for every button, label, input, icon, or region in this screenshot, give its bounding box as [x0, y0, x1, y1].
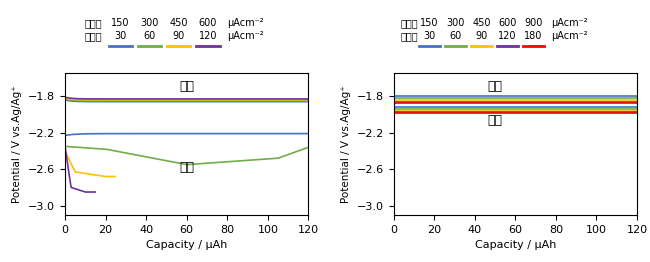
Text: μAcm⁻²: μAcm⁻²	[552, 18, 588, 28]
X-axis label: Capacity / μAh: Capacity / μAh	[146, 240, 228, 250]
Text: 充電: 充電	[488, 113, 502, 127]
Text: 600: 600	[498, 18, 517, 28]
Text: 300: 300	[140, 18, 159, 28]
Text: 180: 180	[524, 31, 543, 41]
Text: 120: 120	[199, 31, 217, 41]
Text: μAcm⁻²: μAcm⁻²	[552, 31, 588, 41]
Text: 30: 30	[423, 31, 436, 41]
Text: 放電: 放電	[179, 80, 194, 93]
Text: 450: 450	[170, 18, 188, 28]
Text: μAcm⁻²: μAcm⁻²	[227, 18, 264, 28]
Text: 充電: 充電	[179, 161, 194, 174]
Text: 120: 120	[498, 31, 517, 41]
X-axis label: Capacity / μAh: Capacity / μAh	[474, 240, 556, 250]
Text: 充電：: 充電：	[84, 31, 102, 41]
Y-axis label: Potential / V vs.Ag/Ag⁺: Potential / V vs.Ag/Ag⁺	[12, 85, 23, 203]
Text: μAcm⁻²: μAcm⁻²	[227, 31, 264, 41]
Text: 150: 150	[111, 18, 129, 28]
Text: 450: 450	[472, 18, 491, 28]
Text: 900: 900	[524, 18, 543, 28]
Text: 充電：: 充電：	[400, 31, 418, 41]
Text: 90: 90	[173, 31, 185, 41]
Text: 60: 60	[144, 31, 155, 41]
Text: 600: 600	[199, 18, 217, 28]
Text: 30: 30	[114, 31, 126, 41]
Text: 放電：: 放電：	[400, 18, 418, 28]
Text: 放電: 放電	[488, 80, 502, 93]
Text: 放電：: 放電：	[84, 18, 102, 28]
Text: 90: 90	[475, 31, 488, 41]
Y-axis label: Potential / V vs.Ag/Ag⁺: Potential / V vs.Ag/Ag⁺	[341, 85, 351, 203]
Text: 60: 60	[449, 31, 462, 41]
Text: 150: 150	[420, 18, 439, 28]
Text: 300: 300	[446, 18, 465, 28]
